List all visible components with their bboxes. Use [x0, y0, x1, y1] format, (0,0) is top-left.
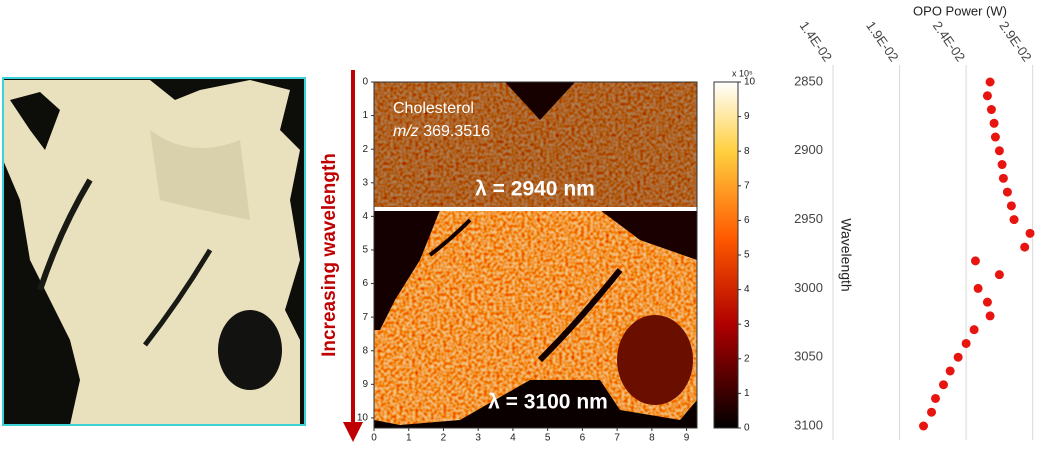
y-tick-label: 1 [362, 110, 368, 121]
point [1006, 201, 1016, 211]
point [953, 352, 963, 362]
colorbar [713, 81, 739, 429]
x-tick-label: 3 [475, 433, 481, 444]
point [998, 173, 1008, 183]
colorbar-tick-label: 6 [744, 215, 750, 226]
x-tick-label: 2.4E-02 [930, 18, 968, 64]
y-tick-label: 8 [362, 345, 368, 356]
x-tick-label: 2.9E-02 [996, 18, 1034, 64]
x-tick-label: 7 [614, 433, 620, 444]
y-tick-label: 10 [357, 413, 369, 424]
y-tick-label: 2 [362, 144, 368, 155]
colorbar-scale-label: x 10⁵ [732, 68, 753, 78]
y-tick-label: 0 [362, 77, 368, 88]
annotation: λ = 3100 nm [488, 391, 608, 414]
point [969, 325, 979, 335]
point [961, 338, 971, 348]
point [994, 146, 1004, 156]
annotation: λ = 2940 nm [475, 178, 595, 201]
point [990, 132, 1000, 142]
y-tick-label: 3000 [794, 280, 823, 295]
x-tick-label: 6 [580, 433, 586, 444]
point [919, 421, 929, 431]
point [986, 105, 996, 115]
point [970, 256, 980, 266]
point [997, 160, 1007, 170]
annotation-mass: 369.3516 [423, 123, 490, 140]
point [989, 118, 999, 128]
x-tick-label: 1.9E-02 [863, 18, 901, 64]
y-tick-label: 2900 [794, 142, 823, 157]
point [945, 366, 955, 376]
point [1025, 228, 1035, 238]
x-tick-label: 5 [545, 433, 551, 444]
x-tick-label: 1 [406, 433, 412, 444]
x-tick-label: 1.4E-02 [797, 18, 835, 64]
colorbar-tick-label: 0 [744, 423, 750, 434]
x-axis-title: OPO Power (W) [913, 3, 1007, 18]
colorbar-tick-label: 9 [744, 111, 750, 122]
point [994, 270, 1004, 280]
point [985, 311, 995, 321]
annotation: m/z 369.3516 [393, 123, 490, 140]
y-tick-label: 3 [362, 177, 368, 188]
colorbar-tick-label: 8 [744, 146, 750, 157]
y-tick-label: 9 [362, 379, 368, 390]
y-tick-label: 3050 [794, 349, 823, 364]
point [938, 380, 948, 390]
x-tick-label: 8 [649, 433, 655, 444]
colorbar-tick-label: 1 [744, 388, 750, 399]
colorbar-tick-label: 7 [744, 180, 750, 191]
colorbar-tick-label: 4 [744, 284, 750, 295]
point [1002, 187, 1012, 197]
y-tick-label: 3100 [794, 417, 823, 432]
photo [2, 77, 306, 426]
colorbar-tick-label: 5 [744, 250, 750, 261]
y-tick-label: 4 [362, 211, 368, 222]
annotation-mz: m/z [393, 123, 419, 140]
y-tick-label: 5 [362, 245, 368, 256]
point [985, 77, 995, 87]
point [1020, 242, 1030, 252]
x-tick-label: 2 [441, 433, 447, 444]
colorbar-tick-label: 10 [744, 77, 756, 88]
x-tick-label: 0 [371, 433, 377, 444]
y-axis-title: Wavelength [838, 218, 854, 291]
point [982, 91, 992, 101]
colorbar-tick-label: 3 [744, 319, 750, 330]
point [973, 283, 983, 293]
colorbar-tick-label: 2 [744, 353, 750, 364]
y-tick-label: 2950 [794, 211, 823, 226]
point [927, 407, 937, 417]
heatmap-image [373, 81, 698, 429]
point [1009, 215, 1019, 225]
y-tick-label: 7 [362, 312, 368, 323]
x-tick-label: 9 [684, 433, 690, 444]
x-tick-label: 4 [510, 433, 516, 444]
y-tick-label: 2850 [794, 73, 823, 88]
point [982, 297, 992, 307]
y-tick-label: 6 [362, 278, 368, 289]
annotation: Cholesterol [393, 100, 474, 117]
arrow-label: Increasing wavelength [319, 153, 340, 357]
point [931, 393, 941, 403]
